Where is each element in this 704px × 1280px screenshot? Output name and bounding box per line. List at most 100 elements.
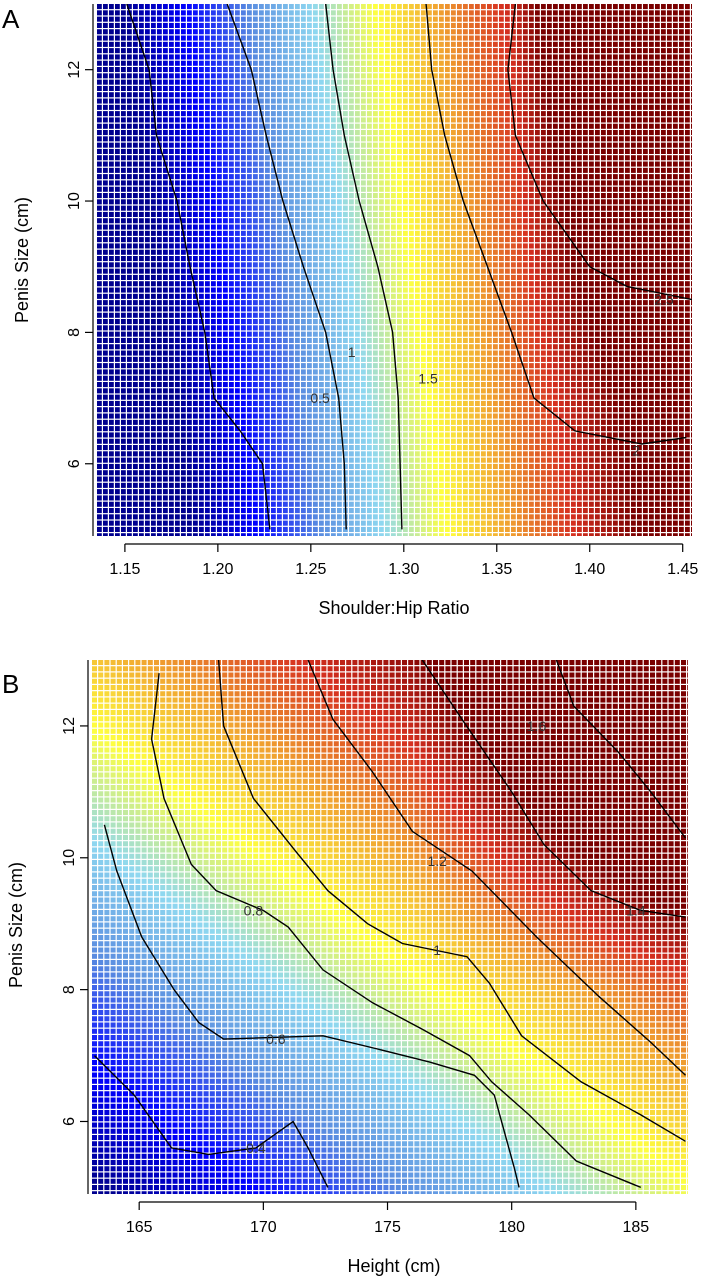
heatmap-cell <box>511 48 516 54</box>
heatmap-cell <box>211 85 216 91</box>
heatmap-cell <box>511 230 516 236</box>
heatmap-cell <box>571 256 576 262</box>
heatmap-cell <box>289 167 294 173</box>
heatmap-cell <box>517 79 522 85</box>
heatmap-cell <box>667 48 672 54</box>
heatmap-cell <box>415 117 420 123</box>
heatmap-cell <box>187 22 192 28</box>
heatmap-cell <box>469 155 474 161</box>
heatmap-cell <box>643 293 648 299</box>
heatmap-cell <box>133 98 138 104</box>
heatmap-cell <box>127 249 132 255</box>
heatmap-cell <box>229 287 234 293</box>
heatmap-cell <box>691 22 692 28</box>
heatmap-cell <box>103 230 108 236</box>
heatmap-cell <box>553 174 558 180</box>
heatmap-cell <box>463 123 468 129</box>
heatmap-cell <box>607 123 612 129</box>
heatmap-cell <box>295 142 300 148</box>
heatmap-cell <box>439 92 444 98</box>
heatmap-cell <box>403 48 408 54</box>
heatmap-cell <box>187 60 192 66</box>
heatmap-cell <box>439 249 444 255</box>
heatmap-cell <box>529 199 534 205</box>
heatmap-cell <box>103 104 108 110</box>
heatmap-cell <box>127 130 132 136</box>
heatmap-cell <box>553 79 558 85</box>
heatmap-cell <box>691 98 692 104</box>
heatmap-cell <box>523 218 528 224</box>
heatmap-cell <box>481 174 486 180</box>
heatmap-cell <box>313 73 318 79</box>
heatmap-cell <box>439 312 444 318</box>
heatmap-cell <box>277 224 282 230</box>
heatmap-cell <box>637 218 642 224</box>
heatmap-cell <box>301 29 306 35</box>
heatmap-cell <box>595 148 600 154</box>
heatmap-cell <box>367 22 372 28</box>
heatmap-cell <box>355 186 360 192</box>
heatmap-cell <box>103 262 108 268</box>
heatmap-cell <box>139 211 144 217</box>
heatmap-cell <box>133 111 138 117</box>
heatmap-cell <box>469 161 474 167</box>
heatmap-cell <box>241 256 246 262</box>
heatmap-cell <box>517 306 522 312</box>
heatmap-cell <box>205 73 210 79</box>
heatmap-cell <box>691 306 692 312</box>
heatmap-cell <box>175 186 180 192</box>
heatmap-cell <box>535 306 540 312</box>
heatmap-cell <box>187 167 192 173</box>
heatmap-cell <box>205 22 210 28</box>
heatmap-cell <box>517 274 522 280</box>
heatmap-cell <box>577 174 582 180</box>
heatmap-cell <box>307 67 312 73</box>
heatmap-cell <box>505 123 510 129</box>
heatmap-cell <box>673 161 678 167</box>
heatmap-cell <box>139 10 144 16</box>
heatmap-cell <box>583 167 588 173</box>
heatmap-cell <box>433 4 438 10</box>
heatmap-cell <box>529 10 534 16</box>
heatmap-cell <box>235 205 240 211</box>
heatmap-cell <box>133 29 138 35</box>
heatmap-cell <box>379 199 384 205</box>
heatmap-cell <box>505 237 510 243</box>
heatmap-cell <box>499 142 504 148</box>
heatmap-cell <box>499 98 504 104</box>
heatmap-cell <box>415 211 420 217</box>
heatmap-cell <box>487 54 492 60</box>
heatmap-cell <box>457 211 462 217</box>
heatmap-cell <box>139 237 144 243</box>
heatmap-cell <box>679 73 684 79</box>
heatmap-cell <box>361 60 366 66</box>
heatmap-cell <box>205 293 210 299</box>
heatmap-cell <box>457 35 462 41</box>
heatmap-cell <box>625 104 630 110</box>
heatmap-cell <box>571 130 576 136</box>
heatmap-cell <box>205 268 210 274</box>
heatmap-cell <box>301 274 306 280</box>
heatmap-cell <box>637 281 642 287</box>
heatmap-cell <box>469 230 474 236</box>
heatmap-cell <box>97 193 102 199</box>
heatmap-cell <box>439 85 444 91</box>
heatmap-cell <box>187 79 192 85</box>
heatmap-cell <box>391 73 396 79</box>
heatmap-cell <box>499 287 504 293</box>
heatmap-cell <box>589 111 594 117</box>
heatmap-cell <box>97 211 102 217</box>
heatmap-cell <box>643 205 648 211</box>
heatmap-cell <box>151 312 156 318</box>
heatmap-cell <box>625 224 630 230</box>
heatmap-cell <box>541 186 546 192</box>
heatmap-cell <box>517 211 522 217</box>
heatmap-cell <box>151 293 156 299</box>
heatmap-cell <box>223 161 228 167</box>
heatmap-cell <box>397 123 402 129</box>
heatmap-cell <box>235 281 240 287</box>
heatmap-cell <box>595 136 600 142</box>
heatmap-cell <box>613 73 618 79</box>
heatmap-cell <box>241 224 246 230</box>
heatmap-cell <box>175 174 180 180</box>
